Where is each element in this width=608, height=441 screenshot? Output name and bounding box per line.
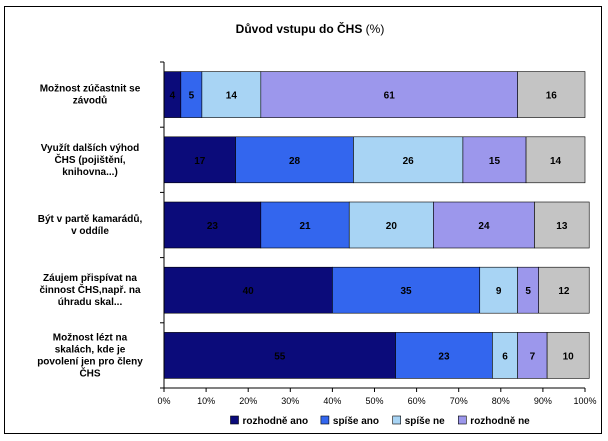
bar-value-label: 4 — [170, 91, 176, 102]
legend-label: spíše ano — [333, 416, 379, 427]
category-labels: Možnost zúčastnit se závodů Využít dalších… — [37, 84, 143, 380]
bar-value-label: 28 — [289, 156, 301, 167]
x-tick-label: 70% — [450, 396, 468, 406]
bar-value-label: 14 — [550, 156, 562, 167]
bar-segment — [163, 136, 236, 184]
bar-value-label: 14 — [226, 91, 238, 102]
legend-swatch — [392, 415, 402, 425]
bar-value-label: 10 — [563, 351, 575, 362]
legend-swatch — [457, 415, 467, 425]
x-tick-label: 30% — [281, 396, 299, 406]
category-label: Možnost zúčastnit se závodů — [40, 84, 141, 107]
bar-segment — [163, 332, 396, 379]
bar-value-label: 16 — [546, 91, 558, 102]
legend-item: rozhodně ne — [457, 415, 530, 427]
bar-segment — [517, 332, 548, 379]
bar-value-label: 5 — [189, 91, 195, 102]
bar-value-label: 55 — [274, 351, 286, 362]
x-tick-label: 90% — [534, 396, 552, 406]
bar-value-label: 23 — [207, 221, 219, 232]
bar-value-label: 24 — [478, 221, 490, 232]
bar-segment — [433, 201, 535, 249]
bar-value-label: 13 — [556, 221, 568, 232]
x-tick-label: 60% — [408, 396, 426, 406]
x-tick-label: 40% — [323, 396, 341, 406]
legend-label: spíše ne — [405, 416, 445, 427]
legend-swatch — [230, 415, 239, 425]
bar-value-label: 5 — [525, 286, 531, 297]
x-tick-label: 50% — [365, 396, 383, 406]
legend-item: spíše ne — [392, 415, 445, 427]
bar-value-label: 21 — [299, 221, 311, 232]
bar-segment — [260, 71, 518, 118]
category-label: Záujem přispívat na činnost ČHS,např. na ú… — [39, 273, 141, 308]
bar-value-label: 40 — [243, 286, 255, 297]
bar-segment — [348, 201, 434, 249]
bar-value-label: 12 — [558, 286, 570, 297]
legend-item: spíše ano — [320, 415, 379, 427]
bar-segment — [479, 266, 518, 314]
bar-value-label: 20 — [386, 221, 398, 232]
x-axis: 0% 10% 20% 30% 40% 50% 60% 70% 80% 90% 100% — [157, 61, 597, 406]
bar-value-label: 17 — [194, 156, 206, 167]
legend: rozhodně ano spíše ano spíše ne rozhodně ne — [230, 415, 530, 427]
x-tick-label: 0% — [157, 396, 170, 406]
chart-title: Důvod vstupu do ČHS (%) — [236, 21, 385, 36]
category-label: Možnost lézt na skalách, kde je povolení j… — [37, 332, 143, 379]
bar-segment — [462, 136, 527, 184]
bar-segment — [235, 136, 354, 184]
bar-value-label: 6 — [502, 351, 508, 362]
x-tick-label: 20% — [239, 396, 257, 406]
bar-segment — [260, 201, 350, 249]
bar-segment — [492, 332, 518, 379]
category-label: Být v partě kamarádů, v oddíle — [38, 213, 143, 237]
x-tick-label: 80% — [492, 396, 510, 406]
bar-segment — [546, 332, 590, 379]
bar-segment — [534, 201, 590, 249]
bar-value-label: 7 — [530, 351, 536, 362]
bar-value-label: 61 — [384, 91, 396, 102]
bar-segment — [163, 201, 262, 249]
bar-segment — [353, 136, 464, 184]
legend-item: rozhodně ano — [230, 415, 309, 427]
bar-value-label: 15 — [489, 156, 501, 167]
bar-value-label: 35 — [401, 286, 413, 297]
bar-segment — [517, 71, 586, 118]
bar-segment — [525, 136, 586, 184]
category-label: Využít dalších výhod ČHS (pojištění, kniho… — [41, 143, 140, 178]
legend-label: rozhodně ne — [470, 416, 530, 427]
x-tick-label: 10% — [197, 396, 215, 406]
plot-area: 4 5 14 61 16 17 28 26 15 14 23 21 20 24 13 40 35 9 5 12 55 23… — [163, 71, 590, 379]
legend-swatch — [320, 415, 330, 425]
bar-value-label: 9 — [496, 286, 502, 297]
bar-value-label: 23 — [438, 351, 450, 362]
chart-title-unit: (%) — [366, 22, 385, 36]
x-tick-label: 100% — [573, 396, 596, 406]
chart-title-text: Důvod vstupu do ČHS — [236, 21, 363, 36]
bar-value-label: 26 — [403, 156, 415, 167]
legend-label: rozhodně ano — [243, 416, 309, 427]
bar-segment — [538, 266, 590, 314]
